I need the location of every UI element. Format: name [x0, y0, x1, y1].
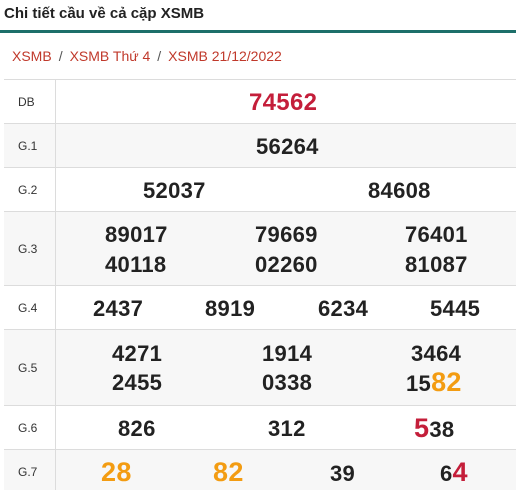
prize-number: 89017 — [105, 222, 168, 247]
row-prize-2: G.2 52037 84608 — [4, 168, 516, 212]
prize-number: 40118 — [105, 252, 167, 277]
prize-number-highlighted: 538 — [414, 413, 454, 444]
prize-number: 81087 — [405, 252, 468, 277]
row-prize-1: G.1 56264 — [4, 124, 516, 168]
row-prize-6: G.6 826 312 538 — [4, 406, 516, 450]
highlighted-digits: 28 — [101, 457, 132, 487]
results-table: DB 74562 G.1 56264 G.2 52037 84608 G.3 8… — [4, 79, 516, 490]
number-prefix: 6 — [440, 461, 453, 486]
prize-number: 312 — [268, 416, 306, 441]
highlighted-digits: 4 — [452, 457, 468, 487]
prize-number-highlighted: 82 — [213, 457, 244, 488]
prize-number: 52037 — [143, 178, 206, 203]
special-prize-number: 74562 — [249, 89, 318, 116]
breadcrumb-link-xsmb[interactable]: XSMB — [12, 48, 52, 64]
prize-number: 1914 — [262, 341, 313, 366]
prize-label: G.2 — [4, 168, 56, 211]
row-prize-3: G.3 89017 79669 76401 40118 02260 81087 — [4, 212, 516, 286]
highlighted-digits: 5 — [414, 413, 430, 443]
prize-number: 76401 — [405, 222, 468, 247]
prize-label: G.7 — [4, 450, 56, 490]
prize-number: 2455 — [112, 370, 163, 395]
prize-number-highlighted: 28 — [101, 457, 132, 488]
prize-label: G.3 — [4, 212, 56, 285]
prize-number: 3464 — [411, 341, 462, 366]
row-prize-7: G.7 28 82 39 64 — [4, 450, 516, 490]
prize-label: G.6 — [4, 406, 56, 449]
prize-number: 84608 — [368, 178, 431, 203]
breadcrumb-link-xsmb-date[interactable]: XSMB 21/12/2022 — [168, 48, 282, 64]
breadcrumb-separator: / — [157, 48, 162, 64]
row-special-prize: DB 74562 — [4, 80, 516, 124]
number-prefix: 15 — [406, 371, 432, 396]
page-title: Chi tiết cầu về cả cặp XSMB — [4, 5, 205, 22]
row-prize-5: G.5 4271 1914 3464 2455 0338 1582 — [4, 330, 516, 406]
prize-number: 5445 — [430, 296, 481, 321]
prize-number-highlighted: 64 — [440, 457, 468, 488]
prize-number: 79669 — [255, 222, 318, 247]
breadcrumb: XSMB / XSMB Thứ 4 / XSMB 21/12/2022 — [12, 48, 282, 64]
header-divider — [0, 30, 516, 33]
prize-number: 6234 — [318, 296, 369, 321]
highlighted-digits: 82 — [213, 457, 244, 487]
prize-number: 8919 — [205, 296, 256, 321]
breadcrumb-separator: / — [58, 48, 63, 64]
row-prize-4: G.4 2437 8919 6234 5445 — [4, 286, 516, 330]
prize-label: G.1 — [4, 124, 56, 167]
prize-number: 4271 — [112, 341, 163, 366]
prize-number: 2437 — [93, 296, 144, 321]
breadcrumb-link-xsmb-weekday[interactable]: XSMB Thứ 4 — [69, 48, 151, 64]
prize-number: 0338 — [262, 370, 313, 395]
number-suffix: 38 — [429, 417, 455, 442]
prize-number-highlighted: 1582 — [406, 367, 462, 398]
prize-label: DB — [4, 80, 56, 123]
prize-label: G.5 — [4, 330, 56, 405]
prize-number: 56264 — [256, 134, 319, 159]
highlighted-digits: 82 — [431, 367, 462, 397]
prize-label: G.4 — [4, 286, 56, 329]
prize-number: 02260 — [255, 252, 318, 277]
page-header: Chi tiết cầu về cả cặp XSMB — [0, 0, 516, 33]
prize-number: 39 — [330, 461, 356, 486]
prize-number: 826 — [118, 416, 156, 441]
